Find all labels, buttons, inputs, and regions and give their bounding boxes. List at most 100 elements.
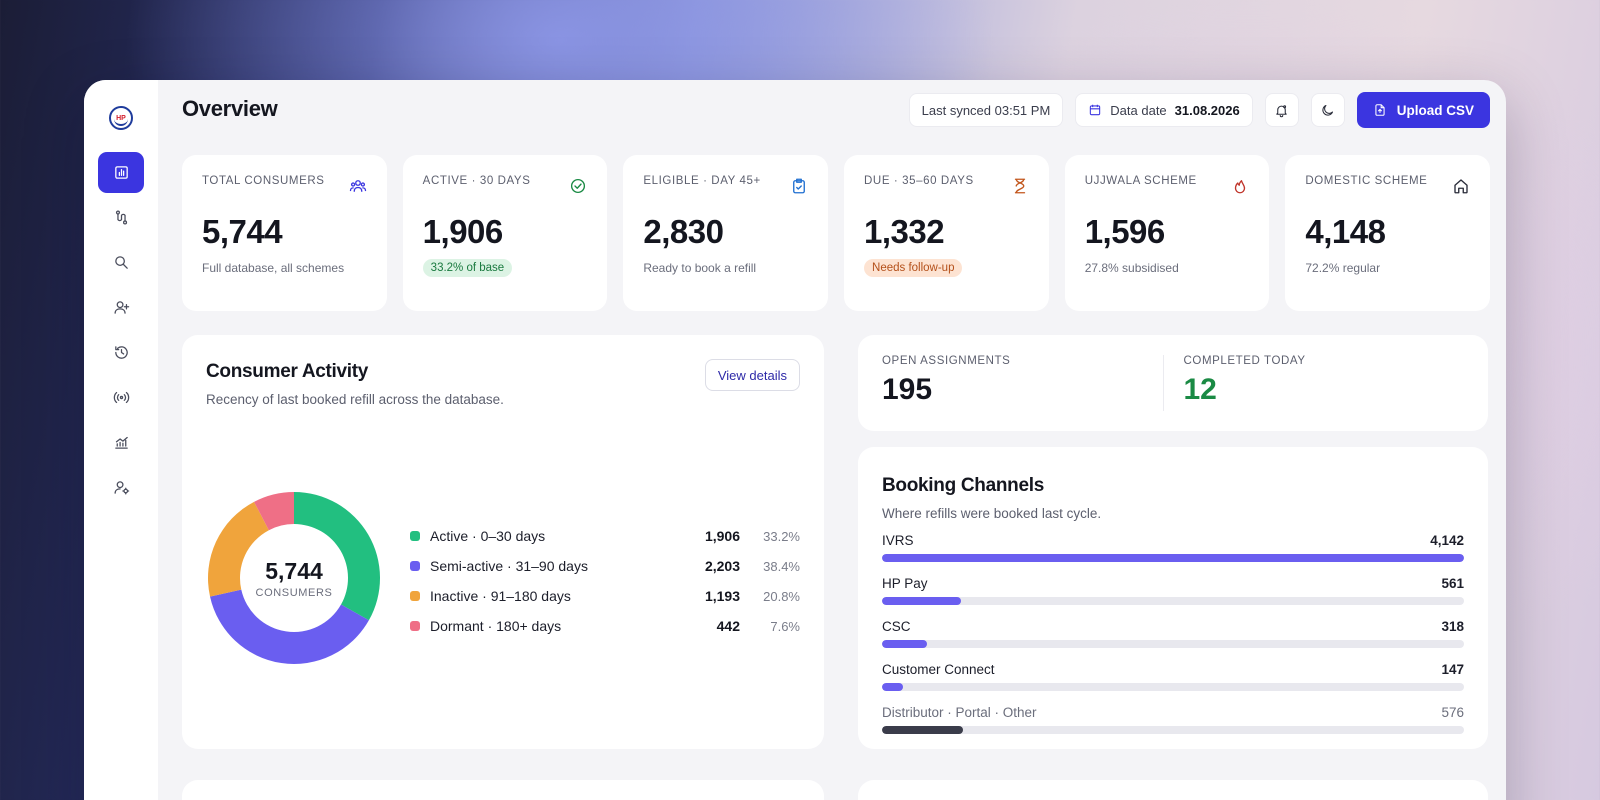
- sidebar: HP: [84, 80, 158, 800]
- kpi-value: 4,148: [1305, 213, 1386, 250]
- kpi-row: TOTAL CONSUMERS 5,744 Full database, all…: [182, 155, 1491, 311]
- calendar-icon: [1090, 104, 1101, 116]
- donut-total: 5,744: [265, 557, 323, 584]
- search-icon: [114, 256, 128, 269]
- data-date-pill[interactable]: Data date 31.08.2026: [1075, 93, 1253, 127]
- assignments-card: OPEN ASSIGNMENTS 195 COMPLETED TODAY 12: [858, 335, 1488, 431]
- kpi-subtext: 72.2% regular: [1305, 261, 1381, 275]
- card-subtitle: Recency of last booked refill across the…: [206, 392, 504, 407]
- booking-channels-card: Booking Channels Where refills were book…: [858, 447, 1488, 749]
- channel-label: IVRS: [882, 533, 914, 548]
- topbar: Last synced 03:51 PM Data date 31.08.202…: [908, 92, 1490, 128]
- last-synced-pill: Last synced 03:51 PM: [908, 93, 1064, 127]
- kpi-subtext: Full database, all schemes: [202, 261, 345, 275]
- donut-label: CONSUMERS: [255, 586, 333, 599]
- legend-percent: 38.4%: [763, 558, 800, 574]
- sidebar-item-search[interactable]: [98, 242, 144, 283]
- app-window: HP Overview Last synced 03:51 PM: [84, 80, 1506, 800]
- channel-row-hp-pay: HP Pay 561: [882, 576, 1464, 605]
- flame-icon: [1231, 177, 1249, 195]
- kpi-label: DUE · 35–60 DAYS: [864, 175, 974, 187]
- channel-bar: [882, 597, 961, 605]
- channel-bar: [882, 554, 1464, 562]
- bell-icon: [1276, 104, 1287, 117]
- legend-percent: 7.6%: [770, 618, 800, 634]
- stat-label: COMPLETED TODAY: [1183, 355, 1306, 367]
- card-title: Booking Channels: [882, 475, 1044, 496]
- legend-percent: 33.2%: [763, 528, 800, 544]
- kpi-due-35-60-days: DUE · 35–60 DAYS 1,332 Needs follow-up: [844, 155, 1049, 311]
- kpi-value: 5,744: [202, 213, 283, 250]
- kpi-label: ELIGIBLE · DAY 45+: [643, 175, 761, 187]
- sidebar-item-routes[interactable]: [98, 197, 144, 238]
- check-circle-icon: [569, 177, 587, 195]
- donut-center: 5,744 CONSUMERS: [206, 490, 382, 666]
- channel-count: 4,142: [1430, 533, 1464, 548]
- donut-slice-2: [208, 501, 269, 597]
- channel-label: CSC: [882, 619, 911, 634]
- open-assignments-stat: OPEN ASSIGNMENTS 195: [882, 355, 1163, 411]
- kpi-badge: 33.2% of base: [422, 259, 513, 277]
- upload-csv-button[interactable]: Upload CSV: [1356, 92, 1490, 128]
- channel-track: [882, 640, 1464, 648]
- channel-bar: [882, 640, 927, 648]
- legend-swatch: [410, 531, 420, 541]
- kpi-ujjwala-scheme: UJJWALA SCHEME 1,596 27.8% subsidised: [1064, 155, 1270, 311]
- kpi-label: TOTAL CONSUMERS: [202, 175, 325, 187]
- kpi-value: 1,596: [1084, 213, 1166, 250]
- file-upload-icon: [1375, 104, 1385, 116]
- next-card-left: [182, 780, 824, 800]
- kpi-domestic-scheme: DOMESTIC SCHEME 4,148 72.2% regular: [1285, 155, 1491, 311]
- sidebar-item-history[interactable]: [98, 332, 144, 373]
- stat-value: 195: [882, 373, 933, 406]
- sidebar-item-user-settings[interactable]: [98, 467, 144, 508]
- moon-icon: [1322, 104, 1334, 116]
- sidebar-item-add-user[interactable]: [98, 287, 144, 328]
- theme-toggle-button[interactable]: [1310, 93, 1345, 127]
- legend-swatch: [410, 561, 420, 571]
- page-title: Overview: [182, 96, 278, 121]
- view-details-button[interactable]: View details: [704, 359, 800, 391]
- legend-swatch: [410, 621, 420, 631]
- sidebar-item-analytics[interactable]: [98, 422, 144, 463]
- notifications-button[interactable]: [1264, 93, 1299, 127]
- activity-donut-chart: [208, 492, 380, 664]
- legend-row-semi-active: Semi-active · 31–90 days 2,203 38.4%: [410, 551, 800, 581]
- channel-row-csc: CSC 318: [882, 619, 1464, 648]
- bar-chart-icon: [114, 166, 128, 179]
- kpi-active-30-days: ACTIVE · 30 DAYS 1,906 33.2% of base: [402, 155, 608, 311]
- channel-label: HP Pay: [882, 576, 928, 591]
- hourglass-icon: [1011, 177, 1029, 195]
- channel-list: IVRS 4,142 HP Pay 561 CSC 318 Customer Conn…: [882, 533, 1464, 734]
- legend-swatch: [410, 591, 420, 601]
- kpi-label: ACTIVE · 30 DAYS: [422, 175, 531, 187]
- kpi-label: DOMESTIC SCHEME: [1305, 175, 1428, 187]
- channel-count: 147: [1441, 662, 1464, 677]
- data-date-label: Data date: [1110, 102, 1167, 118]
- legend-row-inactive: Inactive · 91–180 days 1,193 20.8%: [410, 581, 800, 611]
- completed-today-stat: COMPLETED TODAY 12: [1162, 355, 1465, 411]
- route-icon: [115, 210, 127, 225]
- kpi-total-consumers: TOTAL CONSUMERS 5,744 Full database, all…: [182, 155, 387, 311]
- kpi-eligible-day-45: ELIGIBLE · DAY 45+ 2,830 Ready to book a…: [623, 155, 829, 311]
- legend-label: Semi-active · 31–90 days: [430, 558, 588, 574]
- channel-bar: [882, 726, 964, 734]
- channel-count: 318: [1441, 619, 1464, 634]
- stat-label: OPEN ASSIGNMENTS: [882, 355, 1011, 367]
- channel-label: Distributor · Portal · Other: [882, 705, 1037, 720]
- legend-count: 1,193: [704, 588, 740, 604]
- channel-bar: [882, 683, 903, 691]
- kpi-subtext: Ready to book a refill: [643, 261, 757, 275]
- kpi-value: 1,906: [422, 213, 504, 250]
- kpi-value: 2,830: [643, 213, 724, 250]
- kpi-subtext: 27.8% subsidised: [1084, 261, 1179, 275]
- donut-slice-0: [294, 492, 380, 621]
- channel-track: [882, 683, 1464, 691]
- sidebar-item-broadcast[interactable]: [98, 377, 144, 418]
- donut-slice-1: [210, 589, 369, 664]
- consumer-activity-card: Consumer Activity Recency of last booked…: [182, 335, 824, 749]
- sidebar-item-overview[interactable]: [98, 152, 144, 193]
- channel-row-ivrs: IVRS 4,142: [882, 533, 1464, 562]
- channel-count: 561: [1441, 576, 1464, 591]
- donut-slice-3: [254, 492, 294, 531]
